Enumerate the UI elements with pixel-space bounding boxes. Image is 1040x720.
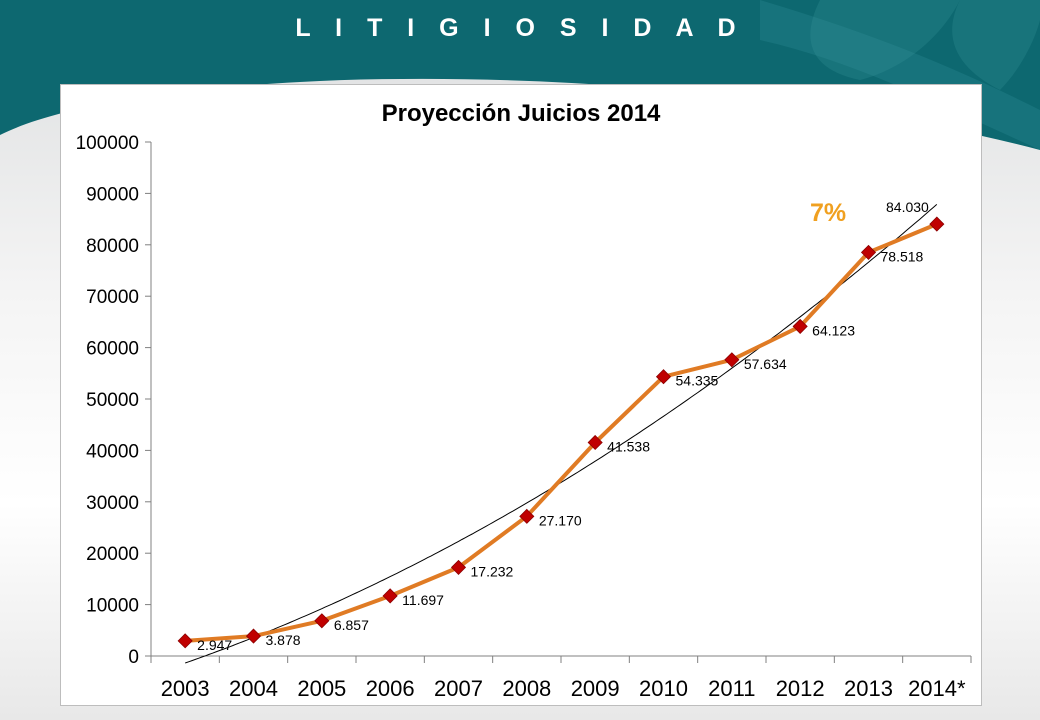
- data-point: [382, 588, 398, 604]
- growth-annotation: 7%: [810, 199, 846, 227]
- y-tick-label: 50000: [86, 390, 139, 411]
- x-tick-label: 2005: [297, 676, 346, 701]
- x-tick-label: 2012: [776, 676, 825, 701]
- page-title: L I T I G I O S I D A D: [295, 14, 745, 42]
- y-tick-label: 30000: [86, 493, 139, 514]
- y-tick-label: 100000: [76, 133, 139, 154]
- chart: Proyección Juicios 2014 0 10000 20000 30000…: [76, 100, 972, 701]
- data-label: 6.857: [334, 617, 369, 633]
- data-label: 11.697: [402, 592, 444, 608]
- y-tick-label: 60000: [86, 339, 139, 360]
- chart-title: Proyección Juicios 2014: [382, 100, 661, 127]
- y-tick-label: 10000: [86, 596, 139, 617]
- data-label: 78.518: [881, 248, 924, 264]
- x-tick-label: 2011: [708, 676, 755, 701]
- y-tick-label: 0: [128, 647, 139, 668]
- data-label: 17.232: [471, 563, 514, 579]
- data-point: [655, 369, 672, 385]
- data-label: 84.030: [886, 199, 929, 215]
- data-point: [792, 318, 808, 334]
- data-label: 3.878: [266, 632, 301, 648]
- x-tick-label: 2006: [366, 676, 415, 701]
- data-point: [314, 613, 330, 629]
- data-point: [245, 628, 262, 644]
- trend-line: [185, 204, 938, 664]
- data-label: 57.634: [744, 356, 787, 372]
- series-line: [185, 222, 938, 643]
- y-tick-label: 90000: [86, 184, 139, 205]
- x-tick-label: 2013: [844, 676, 893, 701]
- x-tick-label: 2003: [161, 676, 210, 701]
- x-tick-label: 2009: [571, 676, 620, 701]
- y-tick-label: 20000: [86, 544, 139, 565]
- data-point: [860, 244, 877, 260]
- data-point: [929, 216, 945, 232]
- data-label: 27.170: [539, 512, 582, 528]
- data-label: 41.538: [607, 438, 650, 454]
- data-point: [519, 508, 535, 524]
- y-tick-label: 70000: [86, 287, 139, 308]
- data-point: [177, 633, 193, 649]
- y-tick-label: 80000: [86, 236, 139, 257]
- data-label: 2.947: [197, 637, 232, 653]
- chart-panel: Proyección Juicios 2014 0 10000 20000 30000…: [60, 84, 982, 706]
- x-tick-label: 2010: [639, 676, 688, 701]
- data-point: [587, 434, 603, 451]
- x-tick-label: 2008: [502, 676, 551, 701]
- data-label: 54.335: [676, 373, 719, 389]
- data-point: [724, 352, 740, 368]
- data-point: [450, 559, 467, 575]
- data-label: 64.123: [812, 322, 855, 338]
- x-tick-label: 2004: [229, 676, 278, 701]
- y-tick-label: 40000: [86, 441, 139, 462]
- x-tick-label: 2007: [434, 676, 483, 701]
- x-tick-label: 2014*: [908, 676, 966, 701]
